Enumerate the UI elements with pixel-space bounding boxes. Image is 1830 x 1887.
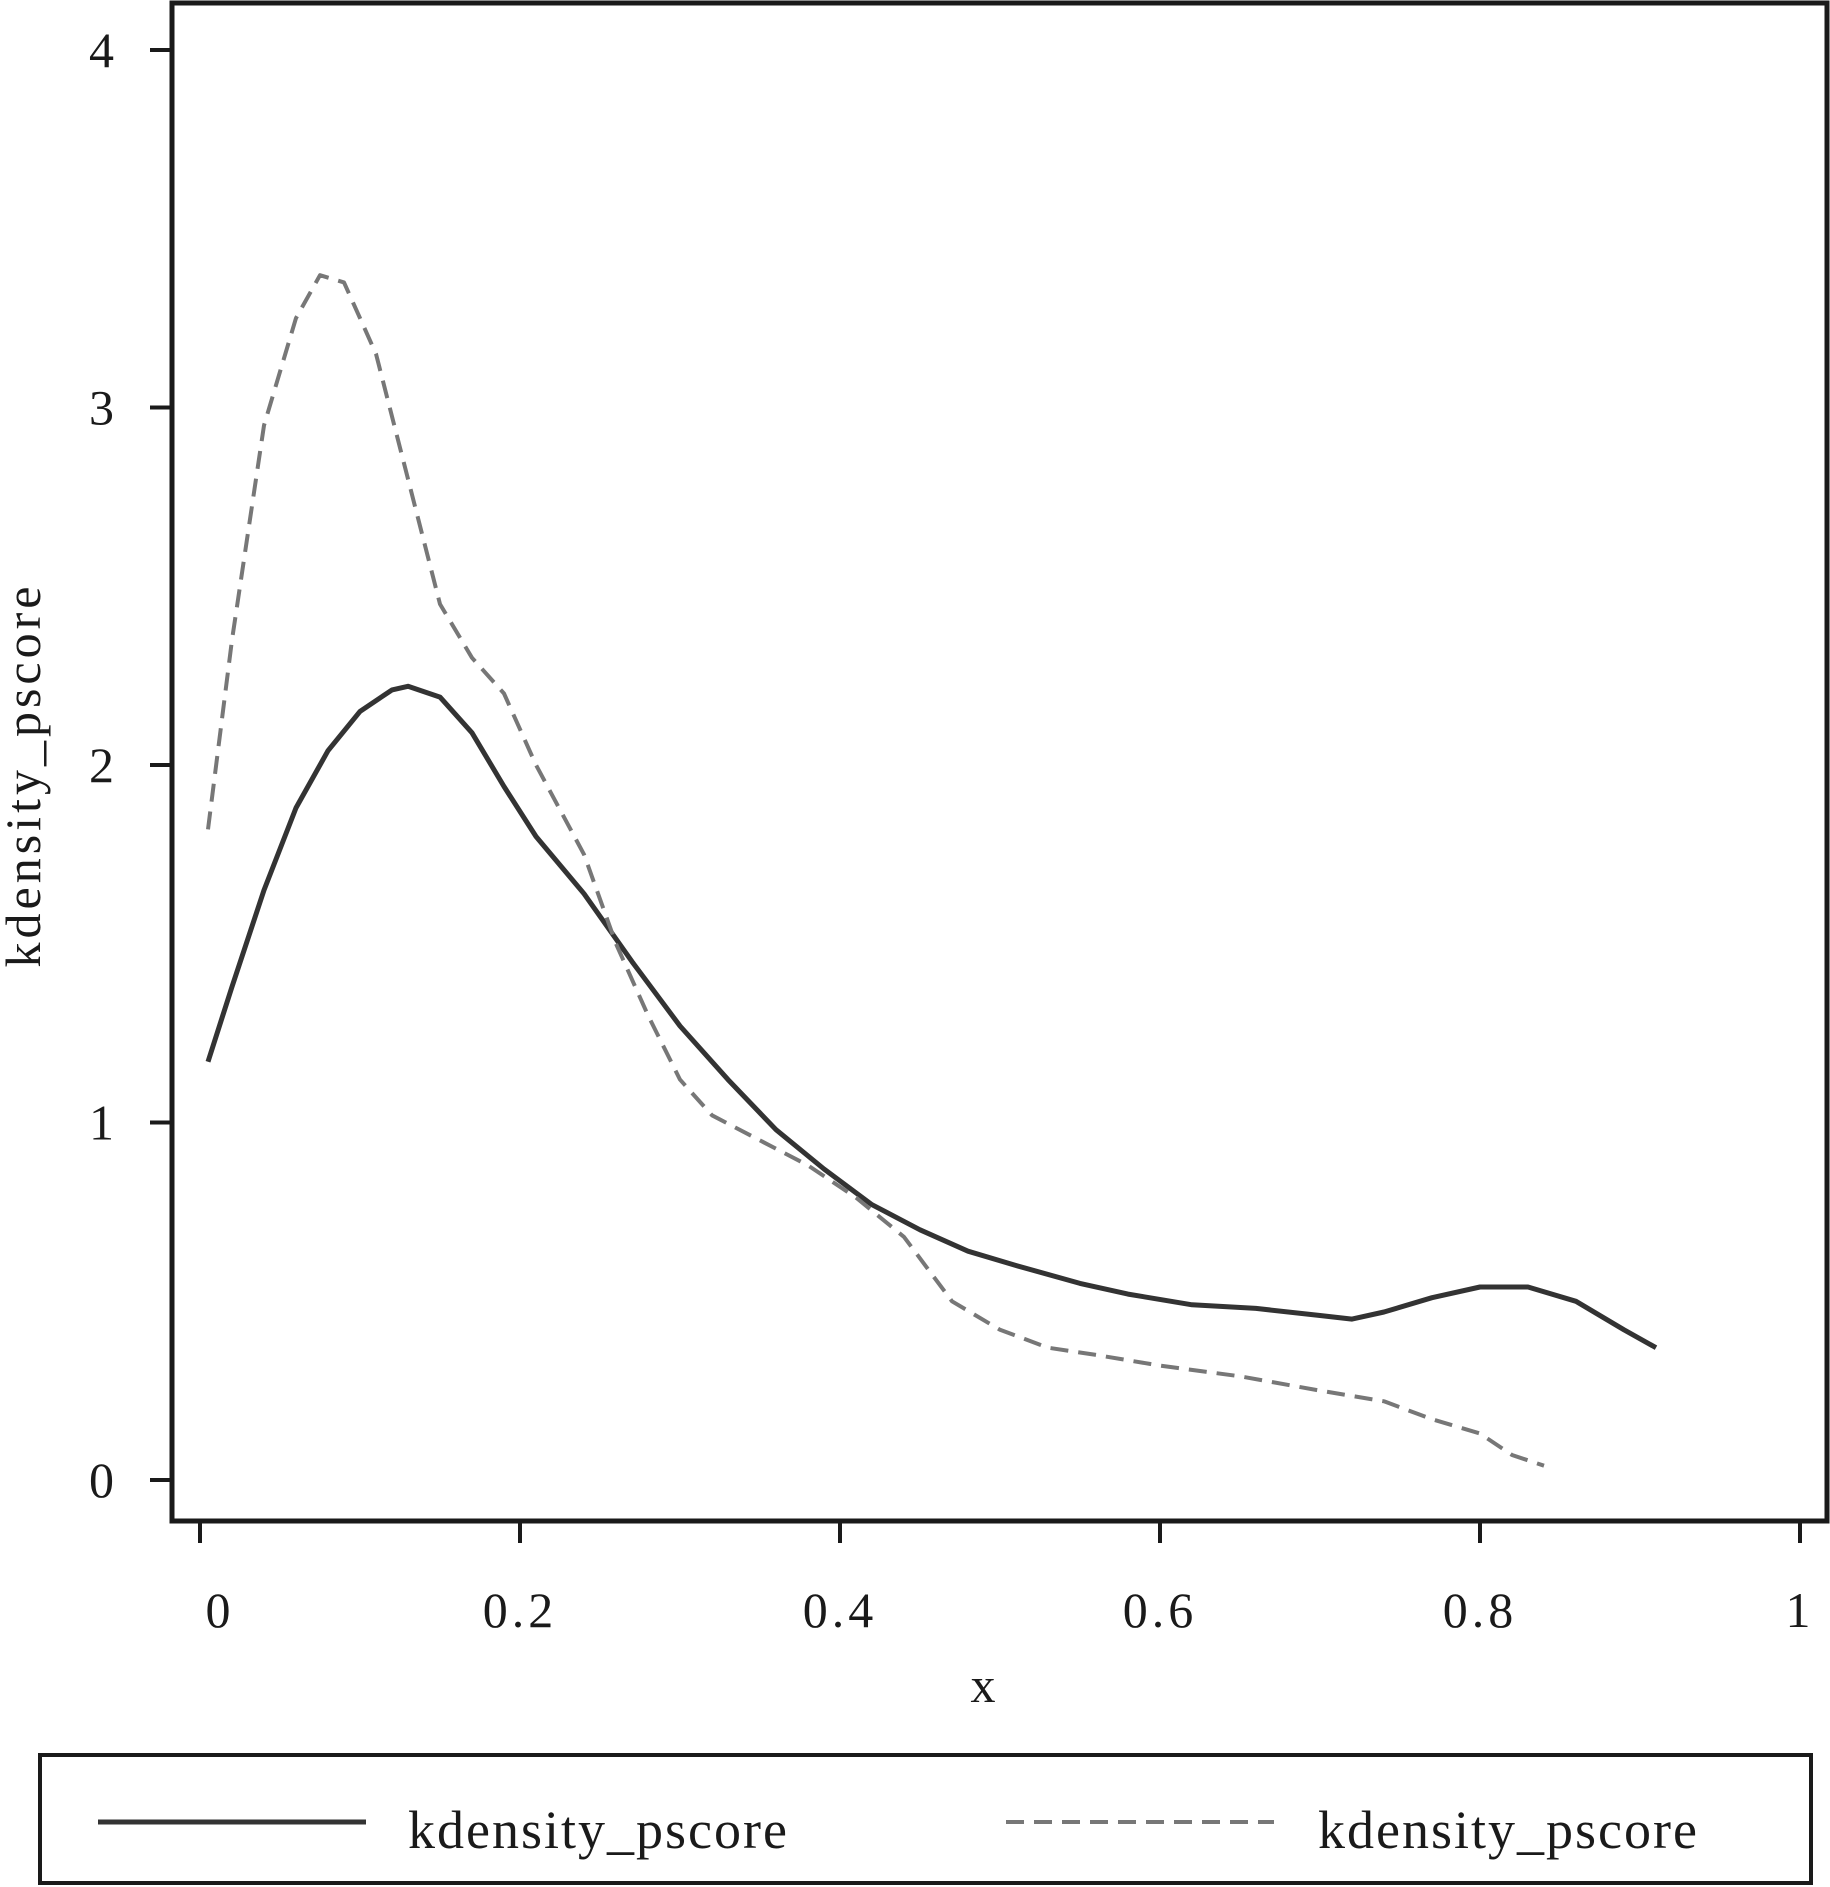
legend-label-solid: kdensity_pscore [408,1800,789,1860]
y-tick-label-4: 4 [89,22,118,78]
x-tick-label-4: 0.8 [1443,1582,1518,1638]
legend-box [38,1753,1813,1885]
series-line-solid [205,683,1658,1350]
y-tick-label-2: 2 [89,737,118,793]
y-axis: 0 1 2 3 4 [89,22,172,1508]
x-tick-label-2: 0.4 [803,1582,878,1638]
y-axis-title: kdensity_pscore [0,583,51,968]
y-tick-label-3: 3 [89,380,118,436]
x-tick-label-0: 0 [206,1582,235,1638]
x-tick-label-5: 1 [1786,1582,1815,1638]
y-tick-label-1: 1 [89,1095,118,1151]
x-axis-title: x [971,1657,1000,1713]
series-line-dashed [206,273,1545,1468]
x-axis: 0 0.2 0.4 0.6 0.8 1 [198,1521,1815,1638]
series-layer [205,273,1658,1468]
y-tick-label-0: 0 [89,1452,118,1508]
legend-label-dashed: kdensity_pscore [1318,1800,1699,1860]
x-tick-label-3: 0.6 [1123,1582,1198,1638]
legend: kdensity_pscore kdensity_pscore [38,1753,1813,1885]
x-tick-label-1: 0.2 [483,1582,558,1638]
plot-frame [169,0,1830,1524]
